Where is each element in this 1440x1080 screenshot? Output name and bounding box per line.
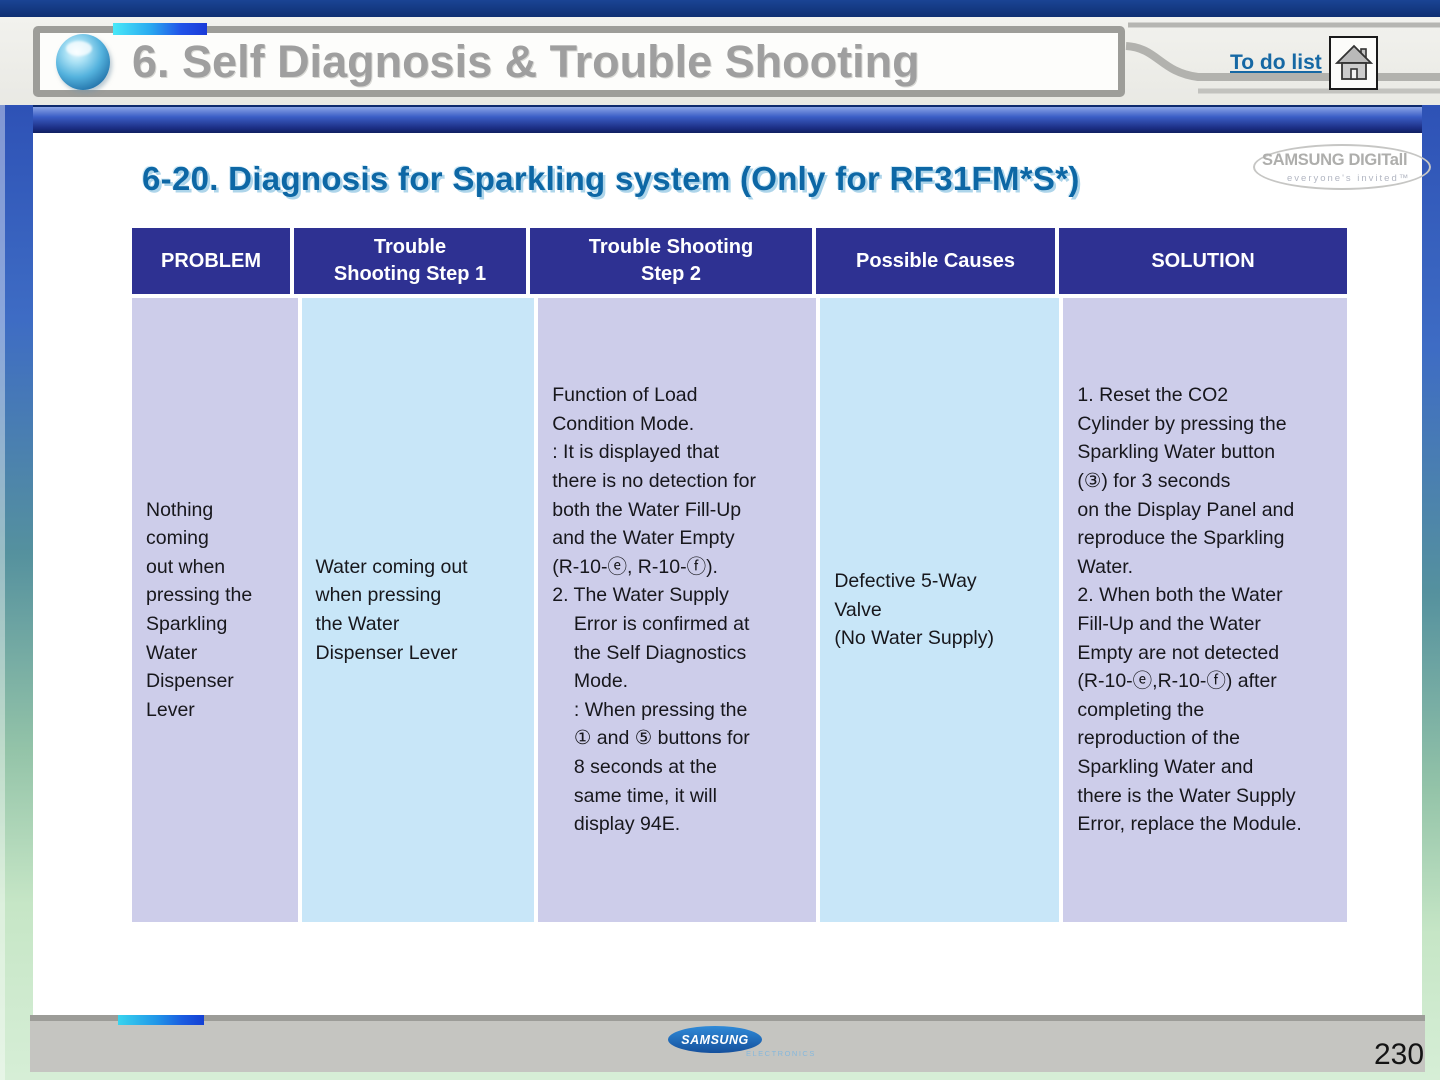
glass-sphere-icon [56,33,110,90]
home-icon [1334,44,1373,80]
chapter-title: 6. Self Diagnosis & Trouble Shooting [132,35,920,87]
column-header-problem: PROBLEM [132,228,290,294]
table-header-row: PROBLEM Trouble Shooting Step 1 Trouble … [132,228,1347,294]
frame-right-border [1422,105,1440,1080]
header-decorative-lines [1125,22,1440,94]
top-navy-band [0,0,1440,17]
cell-problem: Nothing coming out when pressing the Spa… [132,298,298,922]
samsung-logo: SAMSUNG [668,1026,762,1053]
todo-list-link[interactable]: To do list [1230,51,1322,74]
watermark-brand-text: SAMSUNG DIGITall [1262,151,1408,169]
cell-step2: Function of Load Condition Mode. : It is… [538,298,817,922]
frame-top-band [0,105,1440,133]
column-header-step1: Trouble Shooting Step 1 [294,228,526,294]
chapter-title-bar: 6. Self Diagnosis & Trouble Shooting [33,26,1125,97]
footer-accent-strip [118,1015,204,1025]
column-header-causes: Possible Causes [816,228,1055,294]
cell-causes: Defective 5-Way Valve (No Water Supply) [820,298,1060,922]
gradient-accent-strip [113,23,207,35]
watermark-tagline: everyone's invited™ [1287,173,1411,184]
frame-left-border [0,105,33,1080]
home-button[interactable] [1329,36,1378,90]
column-header-step2: Trouble Shooting Step 2 [530,228,812,294]
cell-solution: 1. Reset the CO2 Cylinder by pressing th… [1063,298,1347,922]
cell-step1: Water coming out when pressing the Water… [301,298,535,922]
troubleshooting-table: PROBLEM Trouble Shooting Step 1 Trouble … [132,228,1347,922]
page-number: 230 [1374,1038,1425,1071]
samsung-logo-text: SAMSUNG [681,1032,749,1047]
table-row: Nothing coming out when pressing the Spa… [132,298,1347,922]
samsung-electronics-text: ELECTRONICS [746,1049,816,1058]
column-header-solution: SOLUTION [1059,228,1347,294]
watermark-oval [1253,144,1431,190]
samsung-digitall-watermark: SAMSUNG DIGITall everyone's invited™ [1253,142,1435,198]
section-title: 6-20. Diagnosis for Sparkling system (On… [142,160,1080,197]
